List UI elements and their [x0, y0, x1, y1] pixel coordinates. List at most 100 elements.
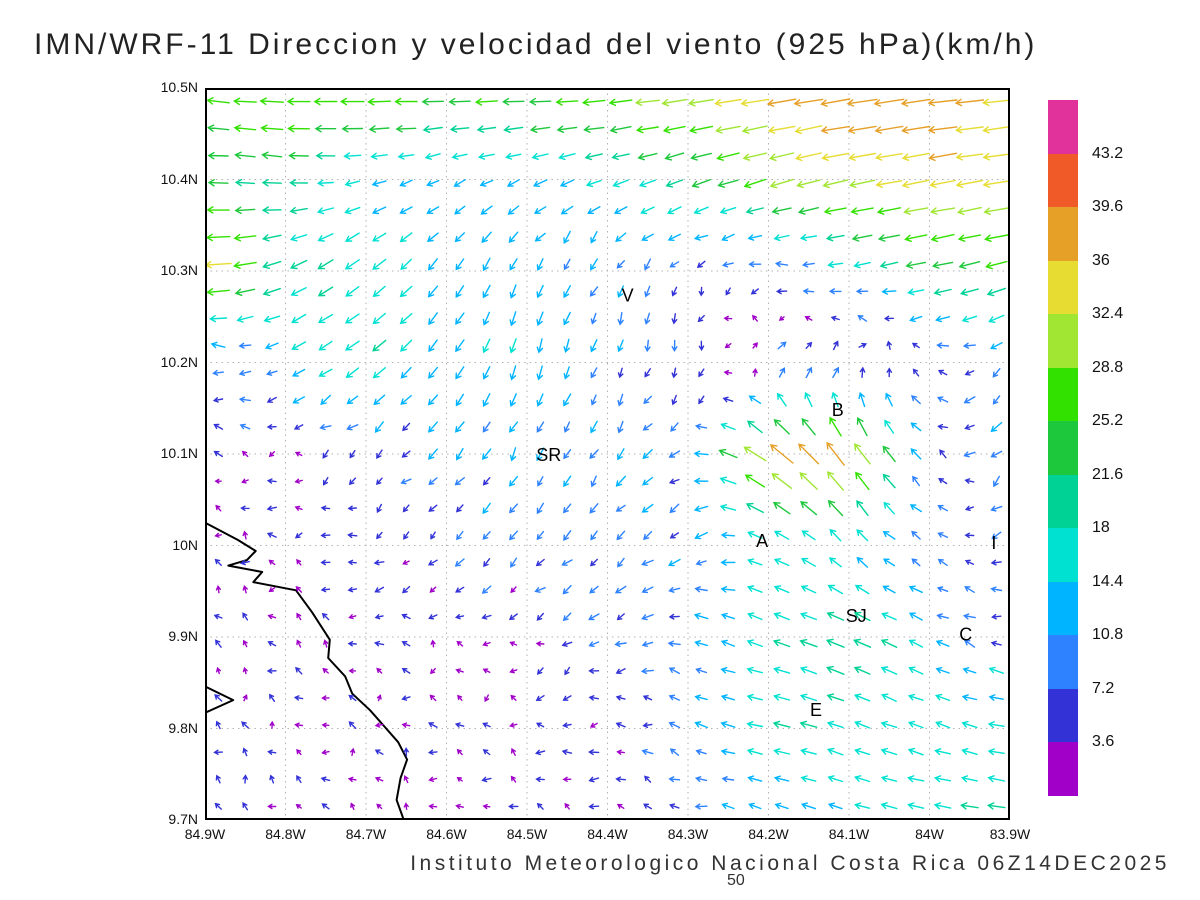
wind-arrow: [588, 695, 599, 701]
x-tick-label: 84.3W: [667, 826, 709, 842]
wind-arrow: [296, 748, 302, 756]
wind-arrow: [234, 288, 256, 296]
wind-arrow: [669, 261, 680, 268]
wind-arrow: [590, 258, 598, 271]
wind-arrow: [509, 668, 518, 674]
wind-arrow: [506, 179, 520, 187]
wind-arrow: [873, 98, 905, 107]
wind-arrow: [401, 641, 411, 647]
wind-arrow: [687, 98, 715, 107]
wind-arrow: [720, 559, 736, 566]
wind-arrow: [589, 503, 599, 514]
wind-arrow: [454, 614, 465, 620]
wind-arrow: [964, 424, 975, 430]
wind-arrow: [212, 397, 224, 403]
wind-arrow: [773, 775, 790, 783]
wind-arrow: [617, 420, 624, 434]
wind-arrow: [374, 776, 384, 782]
wind-arrow: [774, 530, 790, 540]
wind-arrow: [339, 97, 365, 106]
wind-arrow: [828, 288, 842, 295]
wind-arrow: [858, 391, 866, 408]
wind-arrow: [908, 612, 923, 621]
colorbar-segment: [1048, 742, 1078, 796]
wind-arrow: [961, 694, 978, 701]
wind-arrow: [537, 476, 544, 487]
wind-arrow: [912, 368, 920, 377]
wind-arrow: [778, 367, 786, 378]
wind-arrow: [936, 586, 949, 592]
wind-arrow: [286, 97, 311, 106]
wind-arrow: [264, 342, 279, 350]
wind-arrow: [804, 391, 813, 408]
wind-arrow: [725, 287, 731, 296]
wind-arrow: [643, 803, 652, 810]
wind-arrow: [454, 421, 465, 433]
wind-arrow: [800, 748, 817, 755]
wind-arrow: [799, 666, 817, 675]
x-tick-label: 84.8W: [265, 826, 306, 842]
wind-arrow: [400, 366, 412, 379]
colorbar-label: 14.4: [1092, 572, 1124, 590]
wind-arrow: [456, 777, 463, 782]
wind-arrow: [827, 584, 844, 595]
wind-arrow: [562, 695, 572, 701]
wind-arrow: [589, 722, 598, 728]
wind-arrow: [741, 125, 768, 134]
wind-arrow: [772, 501, 791, 515]
wind-arrow: [589, 286, 599, 297]
wind-arrow: [428, 421, 438, 433]
wind-arrow: [642, 423, 653, 431]
wind-arrow: [317, 286, 334, 297]
wind-arrow: [644, 368, 651, 378]
wind-arrow: [294, 505, 303, 511]
wind-arrow: [563, 449, 572, 460]
wind-arrow: [376, 449, 383, 460]
wind-arrow: [453, 179, 466, 187]
wind-arrow: [296, 558, 302, 566]
wind-arrow: [268, 451, 275, 458]
wind-arrow: [635, 125, 659, 134]
wind-arrow: [426, 232, 439, 243]
wind-arrow: [827, 747, 844, 756]
wind-arrow: [532, 179, 548, 187]
colorbar-segment: [1048, 528, 1078, 582]
wind-arrow: [854, 584, 870, 595]
wind-arrow: [347, 776, 357, 782]
wind-arrow: [957, 234, 982, 242]
wind-arrow: [714, 98, 742, 107]
wind-arrow: [206, 97, 230, 105]
wind-arrow: [800, 775, 817, 783]
wind-arrow: [880, 639, 898, 648]
wind-arrow: [882, 530, 896, 540]
wind-arrow: [455, 586, 465, 593]
wind-arrow: [429, 586, 437, 593]
wind-arrow: [799, 234, 817, 242]
wind-arrow: [882, 473, 896, 489]
wind-arrow: [400, 258, 412, 271]
x-tick-label: 84.1W: [828, 826, 870, 842]
wind-arrow: [348, 721, 357, 729]
wind-arrow: [911, 342, 920, 349]
wind-arrow: [847, 125, 877, 134]
wind-arrow: [960, 775, 978, 783]
wind-arrow: [719, 504, 737, 511]
wind-arrow: [482, 338, 491, 354]
wind-arrow: [928, 152, 958, 162]
wind-arrow: [321, 749, 330, 755]
station-label: SJ: [846, 606, 867, 626]
wind-arrow: [263, 315, 281, 323]
wind-arrow: [265, 370, 278, 376]
wind-arrow: [535, 641, 545, 647]
wind-arrow: [320, 776, 331, 782]
wind-arrow: [637, 152, 658, 161]
wind-arrow: [367, 98, 391, 106]
colorbar-segment: [1048, 474, 1078, 529]
wind-arrow: [347, 586, 358, 593]
wind-arrow: [316, 179, 334, 187]
wind-arrow: [856, 529, 869, 542]
y-tick-label: 10.2N: [160, 353, 198, 370]
wind-arrow: [642, 695, 653, 701]
wind-arrow: [372, 367, 386, 379]
wind-arrow: [773, 612, 790, 621]
